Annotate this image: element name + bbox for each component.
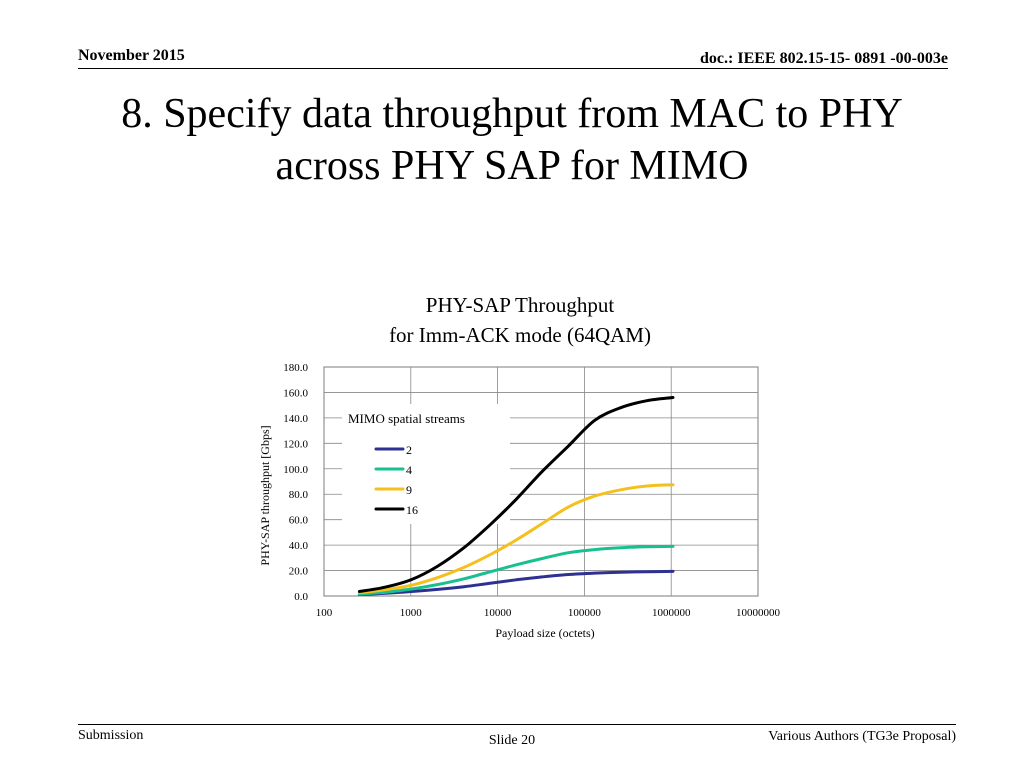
series-line-2: [357, 569, 675, 596]
y-tick-label: 180.0: [283, 362, 308, 374]
legend-label-2: 2: [406, 443, 412, 457]
header-date: November 2015: [78, 47, 185, 64]
footer-slide-number: Slide 20: [488, 733, 536, 748]
chart-title-line1: PHY-SAP Throughput: [426, 293, 615, 317]
series-line-16: [357, 396, 675, 593]
y-tick-label: 60.0: [289, 515, 309, 527]
y-tick-label: 160.0: [283, 387, 308, 399]
y-axis-label: PHY-SAP throughput [Gbps]: [258, 425, 272, 565]
header-doc-id: doc.: IEEE 802.15-15- 0891 -00-003e: [700, 50, 948, 67]
slide-title-line1: 8. Specify data throughput from MAC to P…: [121, 91, 903, 137]
legend-label-9: 9: [406, 483, 412, 497]
y-tick-label: 120.0: [283, 438, 308, 450]
x-axis-label: Payload size (octets): [495, 626, 594, 640]
slide-title-line2: across PHY SAP for MIMO: [275, 143, 749, 189]
x-tick-label: 1000: [400, 607, 423, 619]
legend-box: [342, 404, 510, 524]
footer-submission: Submission: [78, 728, 144, 743]
footer-authors: Various Authors (TG3e Proposal): [768, 729, 956, 744]
y-tick-label: 100.0: [283, 464, 308, 476]
series-line-4: [357, 544, 675, 596]
legend-label-4: 4: [406, 463, 412, 477]
x-tick-label: 1000000: [652, 607, 691, 619]
y-tick-label: 20.0: [289, 566, 309, 578]
footer-divider: [78, 724, 956, 725]
legend-label-16: 16: [406, 503, 418, 517]
chart-title-line2: for Imm-ACK mode (64QAM): [389, 323, 651, 347]
y-tick-label: 140.0: [283, 413, 308, 425]
y-tick-label: 80.0: [289, 489, 309, 501]
x-tick-label: 100000: [568, 607, 602, 619]
x-tick-label: 100: [316, 607, 333, 619]
y-tick-label: 40.0: [289, 540, 309, 552]
y-tick-label: 0.0: [294, 591, 308, 603]
series-line-9: [357, 483, 675, 595]
x-tick-label: 10000: [484, 607, 512, 619]
x-tick-label: 10000000: [736, 607, 781, 619]
header-divider: [78, 68, 948, 69]
slide-title: 8. Specify data throughput from MAC to P…: [60, 88, 964, 192]
legend-title: MIMO spatial streams: [348, 411, 465, 426]
